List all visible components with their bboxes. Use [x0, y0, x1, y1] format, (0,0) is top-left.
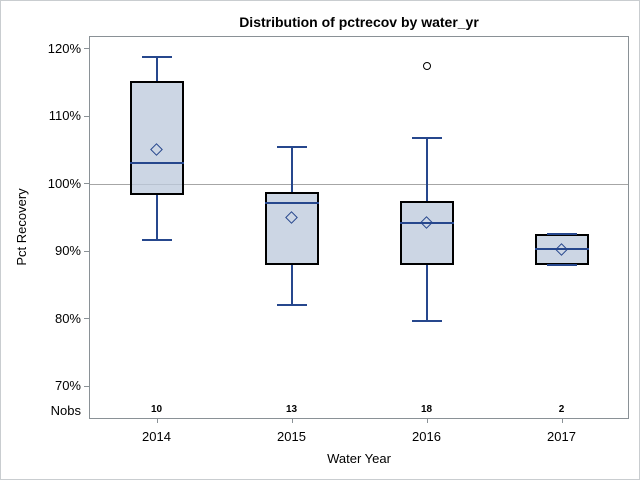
y-tick-mark [84, 183, 89, 185]
box-iqr [129, 81, 184, 196]
chart-title: Distribution of pctrecov by water_yr [239, 14, 479, 30]
upper-whisker-line [155, 56, 158, 82]
y-axis-title: Pct Recovery [14, 188, 29, 266]
median-line [129, 161, 184, 164]
x-axis-title: Water Year [327, 451, 391, 466]
nobs-value: 10 [150, 404, 163, 415]
y-tick-mark [84, 48, 89, 50]
x-tick-label: 2015 [277, 429, 306, 444]
upper-whisker-line [290, 147, 293, 192]
x-tick-mark [291, 419, 293, 423]
lower-whisker-cap [276, 304, 307, 307]
y-tick-mark [84, 115, 89, 117]
x-tick-label: 2014 [142, 429, 171, 444]
upper-whisker-cap [141, 55, 172, 58]
y-tick-mark [84, 385, 89, 387]
x-tick-label: 2017 [547, 429, 576, 444]
x-tick-mark [561, 419, 563, 423]
box-iqr [264, 191, 319, 265]
lower-whisker-line [425, 264, 428, 321]
box-iqr [399, 201, 454, 265]
y-tick-label: 70% [54, 378, 81, 394]
x-tick-mark [426, 419, 428, 423]
lower-whisker-line [290, 264, 293, 306]
x-tick-label: 2016 [412, 429, 441, 444]
y-tick-label: 110% [48, 108, 81, 124]
median-line [264, 201, 319, 204]
lower-whisker-cap [546, 263, 577, 266]
nobs-value: 13 [285, 404, 298, 415]
x-tick-mark [156, 419, 158, 423]
upper-whisker-line [425, 138, 428, 202]
y-tick-label: 100% [47, 175, 81, 191]
nobs-row-label: Nobs [50, 403, 81, 418]
y-tick-label: 90% [54, 243, 81, 259]
reference-line [90, 183, 628, 185]
nobs-value: 2 [558, 404, 565, 415]
upper-whisker-cap [411, 137, 442, 140]
upper-whisker-cap [276, 146, 307, 149]
lower-whisker-cap [141, 238, 172, 241]
lower-whisker-line [155, 195, 158, 240]
outlier-marker [422, 62, 431, 71]
upper-whisker-cap [546, 233, 577, 236]
y-tick-label: 120% [47, 40, 81, 56]
y-tick-label: 80% [54, 310, 81, 326]
y-tick-mark [84, 318, 89, 320]
nobs-value: 18 [420, 404, 433, 415]
median-line [534, 248, 589, 251]
lower-whisker-cap [411, 319, 442, 322]
median-line [399, 221, 454, 224]
y-tick-mark [84, 250, 89, 252]
